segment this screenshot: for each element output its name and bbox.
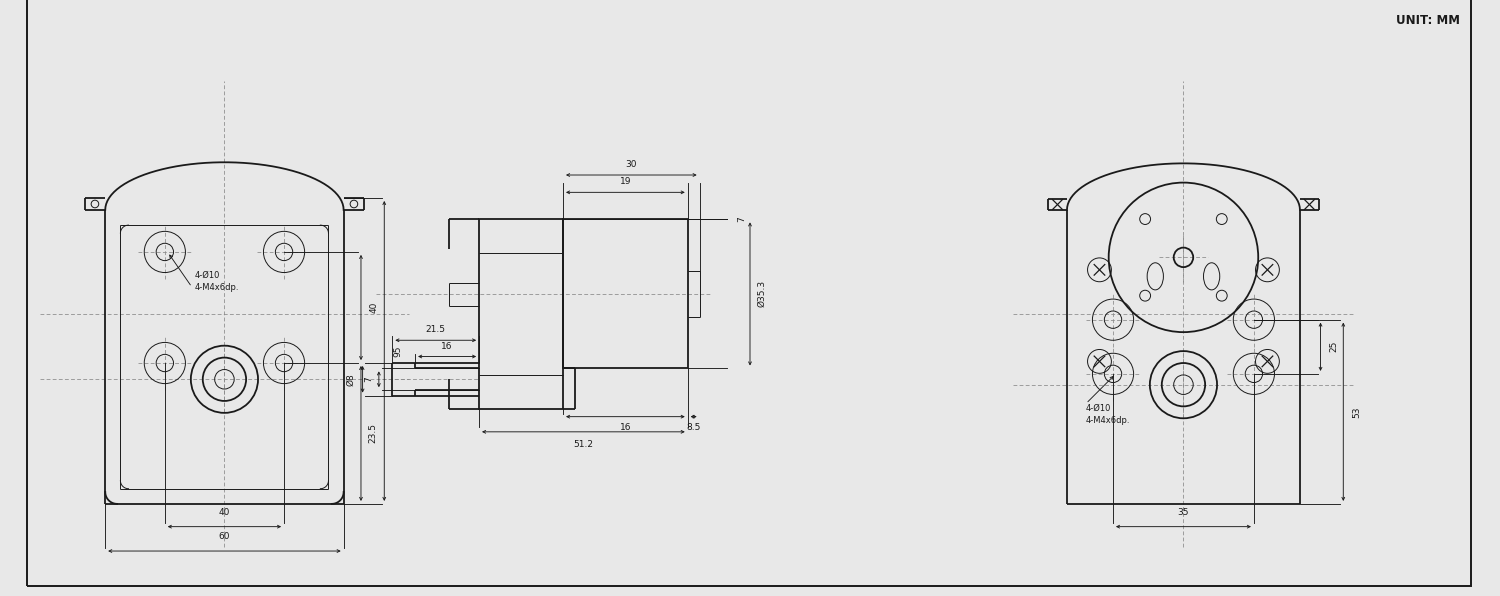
Text: 23.5: 23.5 — [369, 423, 378, 443]
Text: 40: 40 — [369, 302, 378, 313]
Text: 30: 30 — [626, 160, 638, 169]
Text: 16: 16 — [620, 423, 632, 432]
Text: 35: 35 — [1178, 508, 1190, 517]
Bar — [478, 219, 562, 409]
Text: 4-Ø10: 4-Ø10 — [1086, 403, 1112, 412]
Bar — [562, 219, 687, 368]
Text: 95: 95 — [393, 345, 402, 357]
Text: Ø8: Ø8 — [346, 373, 355, 386]
Text: 8.5: 8.5 — [687, 423, 700, 432]
Text: 25: 25 — [1329, 341, 1338, 352]
Text: 21.5: 21.5 — [426, 325, 445, 334]
Text: 53: 53 — [1352, 406, 1360, 418]
Text: Ø35.3: Ø35.3 — [758, 280, 766, 308]
Text: 4-M4x6dp.: 4-M4x6dp. — [195, 283, 238, 292]
Text: 4-M4x6dp.: 4-M4x6dp. — [1086, 415, 1131, 424]
Text: 60: 60 — [219, 532, 230, 541]
Text: 16: 16 — [441, 342, 453, 351]
Text: 7: 7 — [736, 216, 746, 222]
Text: 4-Ø10: 4-Ø10 — [195, 271, 220, 280]
Text: 51.2: 51.2 — [573, 440, 594, 449]
Text: 40: 40 — [219, 508, 230, 517]
Text: 19: 19 — [620, 177, 632, 186]
Text: UNIT: MM: UNIT: MM — [1396, 14, 1460, 27]
Text: 7: 7 — [364, 377, 374, 382]
